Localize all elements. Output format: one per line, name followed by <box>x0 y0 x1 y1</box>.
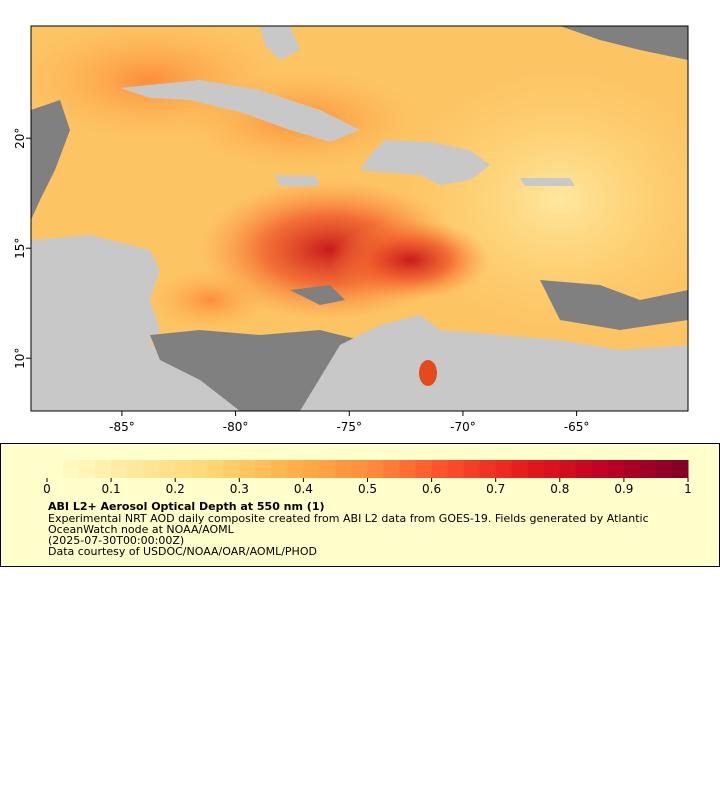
map-frame <box>30 25 689 412</box>
caption-line: (2025-07-30T00:00:00Z) <box>48 534 184 547</box>
axes: -85° -80° -75° -70° -65° 10° 15° 20° <box>13 128 589 434</box>
y-tick-label: 15° <box>13 238 27 259</box>
no-data <box>150 330 360 411</box>
land <box>300 315 688 411</box>
color-step <box>655 460 673 478</box>
color-step <box>111 460 128 478</box>
land <box>260 26 300 60</box>
color-step <box>287 460 304 478</box>
color-step <box>367 460 385 478</box>
color-step <box>447 460 465 478</box>
color-step <box>511 460 529 478</box>
color-step <box>207 460 224 478</box>
color-step <box>95 460 112 478</box>
color-step <box>335 460 352 478</box>
colorbar-tick-label: 0.4 <box>294 482 313 496</box>
color-step <box>47 460 64 478</box>
map <box>31 26 688 411</box>
x-tick-label: -75° <box>336 420 362 434</box>
color-step <box>591 460 609 478</box>
no-data <box>290 285 345 305</box>
color-step <box>463 460 481 478</box>
colorbar-tick-label: 0.1 <box>102 482 121 496</box>
lake-haze <box>419 360 437 386</box>
x-tick-label: -65° <box>564 420 590 434</box>
haze <box>330 220 490 300</box>
land <box>120 80 360 142</box>
color-step <box>527 460 545 478</box>
color-step <box>159 460 176 478</box>
color-step <box>639 460 657 478</box>
color-step <box>351 460 368 478</box>
color-step <box>479 460 497 478</box>
color-step <box>671 460 689 478</box>
color-step <box>607 460 625 478</box>
y-tick-label: 10° <box>13 348 27 369</box>
colorbar-tick-label: 0 <box>43 482 51 496</box>
colorbar-tick-label: 0.7 <box>486 482 505 496</box>
land <box>31 235 310 411</box>
color-step <box>175 460 192 478</box>
colorbar: 0 0.1 0.2 0.3 0.4 0.5 0.6 0.7 0.8 0.9 1 <box>43 460 692 496</box>
color-step <box>623 460 641 478</box>
color-step <box>223 460 240 478</box>
y-tick-label: 20° <box>13 128 27 149</box>
haze <box>150 270 270 330</box>
color-step <box>143 460 160 478</box>
colorbar-tick-label: 0.5 <box>358 482 377 496</box>
caption-title: ABI L2+ Aerosol Optical Depth at 550 nm … <box>48 500 325 513</box>
color-step <box>303 460 320 478</box>
color-step <box>79 460 96 478</box>
colorbar-tick-label: 0.2 <box>166 482 185 496</box>
colorbar-tick-label: 0.9 <box>614 482 633 496</box>
caption-line: Data courtesy of USDOC/NOAA/OAR/AOML/PHO… <box>48 545 317 558</box>
color-step <box>127 460 144 478</box>
color-step <box>543 460 561 478</box>
color-step <box>239 460 256 478</box>
no-data <box>31 100 70 220</box>
land <box>360 140 490 185</box>
colorbar-tick-label: 1 <box>684 482 692 496</box>
color-step <box>431 460 449 478</box>
land <box>275 175 320 186</box>
color-step <box>255 460 272 478</box>
color-step <box>559 460 577 478</box>
x-tick-label: -85° <box>109 420 135 434</box>
no-data <box>560 26 688 60</box>
colorbar-tick-label: 0.8 <box>550 482 569 496</box>
land <box>520 178 575 186</box>
color-step <box>191 460 208 478</box>
color-step <box>575 460 593 478</box>
colorbar-tick-label: 0.6 <box>422 482 441 496</box>
color-step <box>415 460 433 478</box>
no-data <box>540 280 688 330</box>
color-step <box>399 460 417 478</box>
x-tick-label: -70° <box>450 420 476 434</box>
x-tick-label: -80° <box>223 420 249 434</box>
caption-line: OceanWatch node at NOAA/AOML <box>48 523 235 536</box>
color-step <box>383 460 401 478</box>
caption-line: Experimental NRT AOD daily composite cre… <box>48 512 649 525</box>
color-step <box>495 460 513 478</box>
colorbar-tick-label: 0.3 <box>230 482 249 496</box>
color-step <box>63 460 80 478</box>
color-step <box>319 460 336 478</box>
color-step <box>271 460 288 478</box>
